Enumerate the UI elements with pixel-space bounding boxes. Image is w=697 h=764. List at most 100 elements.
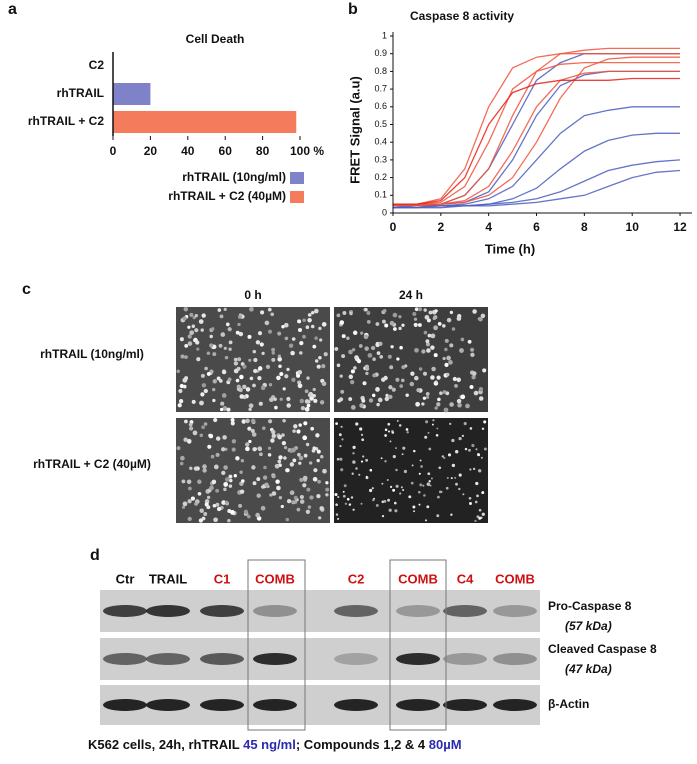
cell bbox=[194, 314, 198, 318]
band bbox=[200, 699, 244, 711]
cell bbox=[393, 327, 397, 331]
cell bbox=[413, 510, 416, 513]
cell bbox=[395, 447, 397, 450]
cell bbox=[187, 516, 192, 522]
cell bbox=[271, 429, 276, 435]
cell bbox=[413, 449, 416, 453]
cell bbox=[227, 377, 232, 382]
cell bbox=[304, 406, 310, 412]
band bbox=[396, 653, 440, 665]
cell bbox=[277, 434, 282, 440]
trace bbox=[392, 70, 680, 207]
cell bbox=[480, 456, 483, 459]
cell bbox=[481, 512, 485, 516]
cell bbox=[245, 418, 250, 424]
cell bbox=[391, 431, 395, 434]
cell bbox=[209, 369, 214, 374]
cell bbox=[352, 445, 356, 450]
cell bbox=[179, 337, 184, 342]
cell bbox=[270, 438, 275, 443]
cell bbox=[239, 374, 244, 380]
cell bbox=[392, 488, 396, 492]
cell bbox=[376, 351, 381, 355]
cell bbox=[419, 459, 422, 462]
cell bbox=[228, 340, 233, 345]
cell bbox=[224, 500, 229, 504]
cell bbox=[208, 433, 214, 439]
cell bbox=[310, 310, 315, 315]
cell bbox=[318, 326, 322, 331]
cell bbox=[426, 482, 430, 486]
cell bbox=[460, 337, 465, 342]
cell bbox=[286, 498, 292, 504]
cell bbox=[456, 377, 461, 383]
cell bbox=[236, 366, 241, 371]
cell bbox=[438, 490, 442, 494]
cell bbox=[203, 512, 208, 516]
trace bbox=[393, 169, 681, 209]
cell bbox=[225, 322, 230, 327]
cell bbox=[307, 393, 312, 398]
cell bbox=[257, 375, 262, 381]
cell bbox=[209, 343, 214, 348]
cell bbox=[210, 454, 215, 459]
cell bbox=[389, 440, 392, 443]
cell bbox=[405, 393, 409, 397]
cell bbox=[458, 487, 461, 491]
cell bbox=[286, 403, 291, 408]
cell bbox=[437, 321, 442, 326]
cell bbox=[200, 328, 204, 332]
cell bbox=[424, 435, 428, 439]
cell bbox=[414, 307, 419, 312]
cell bbox=[313, 308, 319, 314]
cell bbox=[252, 349, 257, 354]
cell bbox=[478, 469, 482, 473]
cell bbox=[176, 446, 181, 451]
cell bbox=[358, 344, 363, 348]
cell bbox=[216, 506, 222, 512]
cell bbox=[340, 389, 345, 394]
cell bbox=[228, 474, 233, 479]
cell bbox=[469, 384, 474, 390]
cell bbox=[307, 317, 312, 323]
cell bbox=[426, 348, 431, 353]
cell bbox=[290, 350, 295, 356]
cell bbox=[316, 493, 321, 499]
cell bbox=[316, 458, 320, 463]
cell bbox=[459, 348, 464, 353]
cell bbox=[196, 347, 200, 351]
cell bbox=[473, 390, 479, 396]
micrograph bbox=[334, 307, 488, 413]
cell bbox=[230, 421, 235, 426]
cell bbox=[291, 447, 296, 453]
cell bbox=[381, 482, 384, 485]
cell bbox=[306, 376, 310, 380]
cell bbox=[380, 457, 383, 460]
cell bbox=[189, 330, 195, 336]
cell bbox=[387, 422, 391, 426]
cell bbox=[182, 384, 187, 389]
cell bbox=[257, 366, 263, 371]
cell bbox=[447, 453, 452, 457]
trace bbox=[393, 77, 680, 205]
cell bbox=[252, 383, 256, 388]
cell bbox=[423, 330, 428, 335]
band bbox=[493, 699, 537, 711]
cell bbox=[192, 430, 198, 436]
legend-label: rhTRAIL + C2 (40µM) bbox=[168, 189, 286, 203]
cell bbox=[319, 338, 323, 342]
y-tick-label: 0.3 bbox=[374, 154, 387, 164]
cell bbox=[248, 358, 252, 362]
cell bbox=[269, 397, 274, 403]
cell bbox=[386, 479, 389, 481]
cell bbox=[257, 331, 263, 336]
cell bbox=[436, 427, 439, 430]
cell bbox=[297, 370, 303, 375]
row-label: Cleaved Caspase 8 bbox=[548, 642, 657, 656]
cell bbox=[428, 310, 433, 315]
cell bbox=[247, 514, 251, 519]
cell bbox=[439, 391, 443, 395]
cell bbox=[268, 419, 273, 424]
cell bbox=[201, 516, 206, 521]
